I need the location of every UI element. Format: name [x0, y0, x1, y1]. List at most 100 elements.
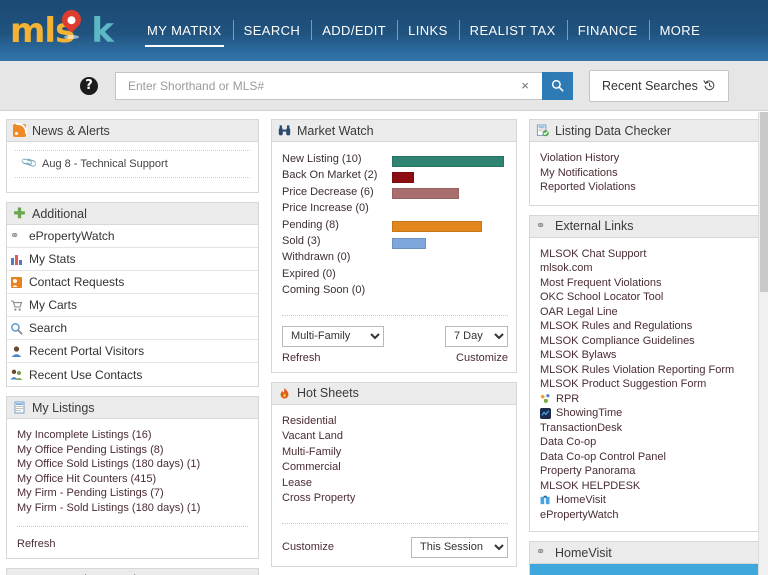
- market-watch-category[interactable]: Back On Market (2): [282, 169, 378, 182]
- external-link-label: Property Panorama: [540, 465, 636, 477]
- external-link-label: TransactionDesk: [540, 421, 623, 434]
- showingtime-icon: [540, 407, 551, 419]
- external-link[interactable]: MLSOK Rules and Regulations: [540, 319, 753, 334]
- external-link[interactable]: MLSOK Product Suggestion Form: [540, 377, 753, 392]
- external-link[interactable]: Property Panorama: [540, 464, 753, 479]
- external-link[interactable]: OAR Legal Line: [540, 305, 753, 320]
- listing-link[interactable]: My Office Pending Listings (8): [17, 443, 164, 456]
- market-watch-bars: [392, 151, 508, 301]
- panel-header-market-watch: Market Watch: [272, 120, 516, 142]
- nav-item-realist-tax[interactable]: REALIST TAX: [458, 17, 567, 45]
- hot-sheet-link[interactable]: Residential: [282, 414, 337, 427]
- sidebar-item-epropertywatch[interactable]: ⚭ ePropertyWatch: [7, 225, 258, 248]
- clear-search-icon[interactable]: ×: [521, 78, 529, 93]
- market-watch-category[interactable]: Pending (8): [282, 218, 339, 231]
- data-checker-link[interactable]: Violation History: [540, 152, 620, 164]
- external-link[interactable]: OKC School Locator Tool: [540, 290, 753, 305]
- market-watch-bar-row: [392, 235, 508, 251]
- hot-sheet-link[interactable]: Commercial: [282, 461, 341, 474]
- data-checker-link[interactable]: Reported Violations: [540, 181, 636, 193]
- main-menu: MY MATRIX SEARCH ADD/EDIT LINKS REALIST …: [136, 10, 711, 52]
- sidebar-item-my-stats[interactable]: My Stats: [7, 248, 258, 271]
- external-link[interactable]: MLSOK Compliance Guidelines: [540, 334, 753, 349]
- homevisit-advertisement[interactable]: ELEVATE: [530, 564, 761, 575]
- help-icon[interactable]: ?: [80, 76, 98, 95]
- news-item[interactable]: 📎 Aug 8 - Technical Support: [15, 150, 250, 178]
- sidebar-item-my-carts[interactable]: My Carts: [7, 294, 258, 317]
- refresh-listings-link[interactable]: Refresh: [17, 538, 56, 550]
- sidebar-item-label: Recent Use Contacts: [29, 367, 143, 382]
- listing-link[interactable]: My Incomplete Listings (16): [17, 429, 152, 441]
- external-link[interactable]: Most Frequent Violations: [540, 276, 753, 291]
- sidebar-item-recent-portal-visitors[interactable]: Recent Portal Visitors: [7, 340, 258, 363]
- listing-link[interactable]: My Office Sold Listings (180 days) (1): [17, 458, 201, 470]
- market-watch-customize-link[interactable]: Customize: [456, 351, 508, 364]
- external-link[interactable]: HomeVisit: [540, 493, 753, 508]
- panel-body-market-watch: New Listing (10) Back On Market (2) Pric…: [272, 142, 516, 372]
- page-scrollbar-track[interactable]: [758, 112, 768, 575]
- period-select[interactable]: 7 Day14 Day30 Day: [445, 325, 508, 347]
- external-link[interactable]: MLSOK Rules Violation Reporting Form: [540, 363, 753, 378]
- external-link[interactable]: Data Co-op: [540, 435, 753, 450]
- data-checker-link[interactable]: My Notifications: [540, 166, 618, 179]
- external-link[interactable]: mlsok.com: [540, 261, 753, 276]
- market-watch-category[interactable]: Withdrawn (0): [282, 251, 351, 264]
- market-watch-bar-row: [392, 284, 508, 300]
- market-watch-bar: [392, 237, 426, 249]
- external-link[interactable]: MLSOK Bylaws: [540, 348, 753, 363]
- hot-sheet-link[interactable]: Cross Property: [282, 492, 356, 505]
- market-watch-category[interactable]: Sold (3): [282, 235, 321, 248]
- search-submit-button[interactable]: [542, 71, 573, 100]
- plus-icon: ✚: [13, 205, 26, 221]
- external-link[interactable]: ShowingTime: [540, 406, 753, 421]
- hot-sheets-customize-link[interactable]: Customize: [282, 541, 334, 554]
- market-watch-refresh-link[interactable]: Refresh: [282, 351, 321, 364]
- nav-item-more[interactable]: MORE: [648, 17, 712, 45]
- panel-body-external-links: MLSOK Chat Support mlsok.com Most Frequent…: [530, 238, 761, 532]
- session-select[interactable]: This SessionTodayLast 24 Hours: [411, 536, 508, 558]
- external-link[interactable]: TransactionDesk: [540, 421, 753, 436]
- mlsok-logo[interactable]: mls k: [10, 5, 120, 53]
- nav-item-add-edit[interactable]: ADD/EDIT: [311, 17, 397, 45]
- external-link[interactable]: Data Co-op Control Panel: [540, 450, 753, 465]
- nav-item-my-matrix[interactable]: MY MATRIX: [136, 17, 233, 47]
- market-watch-category[interactable]: Price Decrease (6): [282, 185, 374, 198]
- market-watch-category[interactable]: Coming Soon (0): [282, 284, 366, 297]
- panel-title-listing-data-checker: Listing Data Checker: [555, 123, 672, 138]
- external-link-label: HomeVisit: [556, 494, 606, 506]
- cart-icon: [10, 299, 23, 312]
- market-watch-bar-row: [392, 251, 508, 267]
- property-type-select[interactable]: Multi-FamilyResidentialVacant LandCommer…: [282, 325, 384, 347]
- listing-link[interactable]: My Firm - Sold Listings (180 days) (1): [17, 501, 201, 514]
- listing-link[interactable]: My Office Hit Counters (415): [17, 472, 157, 485]
- panel-homevisit: ⚭ HomeVisit ELEVATE: [529, 541, 762, 575]
- recent-searches-button[interactable]: Recent Searches: [589, 69, 729, 102]
- external-link-label: MLSOK Chat Support: [540, 247, 647, 260]
- external-link[interactable]: RPR: [540, 392, 753, 407]
- external-link[interactable]: MLSOK Chat Support: [540, 247, 753, 262]
- nav-item-links[interactable]: LINKS: [397, 17, 459, 45]
- nav-item-finance[interactable]: FINANCE: [566, 17, 649, 45]
- external-link-label: OAR Legal Line: [540, 305, 618, 318]
- market-watch-controls: Multi-FamilyResidentialVacant LandCommer…: [282, 325, 508, 347]
- market-watch-category[interactable]: New Listing (10): [282, 153, 362, 165]
- listing-link[interactable]: My Firm - Pending Listings (7): [17, 487, 164, 499]
- external-link-label: Data Co-op: [540, 436, 597, 448]
- search-input[interactable]: [126, 77, 517, 94]
- sidebar-item-label: ePropertyWatch: [29, 229, 115, 243]
- sidebar-item-search[interactable]: Search: [7, 317, 258, 340]
- sidebar-item-contact-requests[interactable]: Contact Requests: [7, 271, 258, 294]
- market-watch-category[interactable]: Price Increase (0): [282, 202, 369, 215]
- sidebar-item-recent-use-contacts[interactable]: Recent Use Contacts: [7, 363, 258, 386]
- map-pin-shadow: [64, 34, 79, 39]
- external-link[interactable]: ePropertyWatch: [540, 508, 753, 523]
- external-link[interactable]: MLSOK HELPDESK: [540, 479, 753, 494]
- hot-sheet-link[interactable]: Lease: [282, 476, 312, 489]
- hot-sheet-link[interactable]: Multi-Family: [282, 445, 342, 458]
- market-watch-bar: [392, 155, 504, 167]
- page-scrollbar-thumb[interactable]: [760, 112, 768, 292]
- nav-item-search[interactable]: SEARCH: [232, 17, 312, 45]
- market-watch-category[interactable]: Expired (0): [282, 267, 336, 280]
- bar-chart-icon: [10, 253, 23, 266]
- hot-sheet-link[interactable]: Vacant Land: [282, 430, 343, 443]
